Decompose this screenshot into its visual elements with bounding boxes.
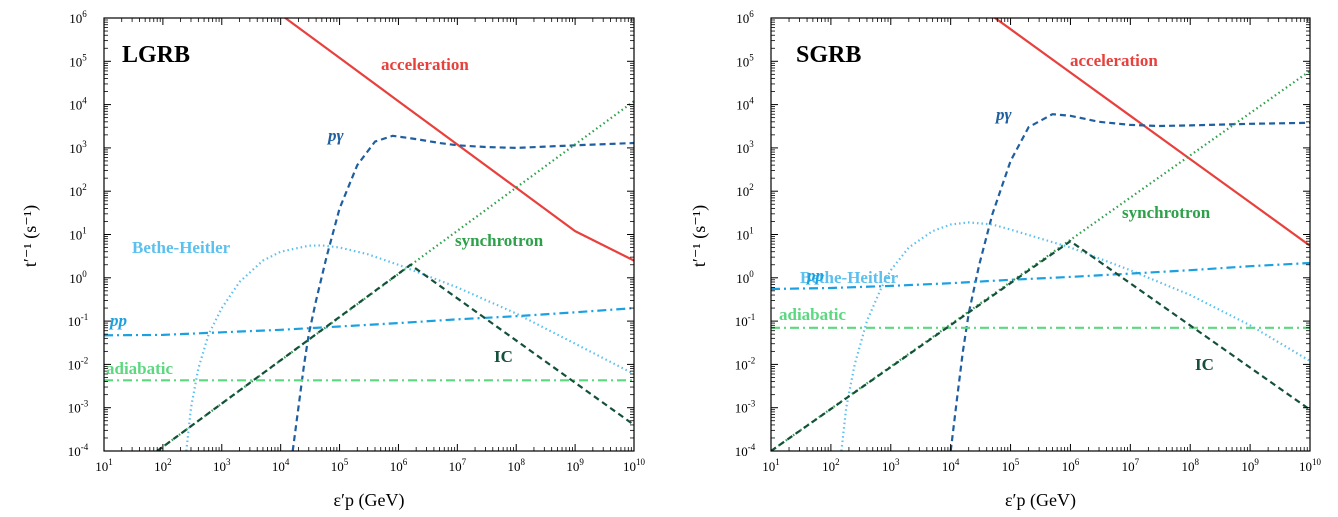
y-tick-label: 101	[69, 226, 87, 243]
x-tick-label: 106	[1062, 457, 1080, 474]
x-tick-label: 103	[882, 457, 900, 474]
x-tick-label: 101	[762, 457, 780, 474]
y-tick-label: 10-1	[68, 312, 89, 329]
y-axis: 10-4 10-3 10-2 10-1 100 101 102 103 104 105 106	[68, 9, 634, 459]
x-tick-label: 102	[154, 457, 172, 474]
panel-sgrb: 101 102 103 104 105 106 107 108 109 101010-410-31…	[689, 9, 1322, 511]
x-tick-label: 104	[942, 457, 960, 474]
panel-label: LGRB	[122, 42, 190, 68]
panel-label: SGRB	[796, 42, 861, 68]
curve-label-synchrotron: synchrotron	[455, 231, 544, 250]
curve-label-adiabatic: adiabatic	[106, 359, 174, 378]
y-tick-label: 10-3	[68, 399, 89, 416]
series-bethe-heitler-line	[840, 221, 1310, 451]
curve-label-ic: IC	[1195, 355, 1214, 374]
panel-lgrb: 101 102 103 104 105 106 107 108 109 101010-410-31…	[20, 9, 646, 511]
x-tick-label: 106	[390, 457, 408, 474]
x-tick-label: 108	[507, 457, 525, 474]
series-p--line	[949, 113, 1310, 451]
x-tick-label: 105	[1002, 457, 1020, 474]
x-tick-label: 107	[1122, 457, 1140, 474]
plot-frame	[770, 17, 1311, 452]
series-acceleration-line	[993, 18, 1310, 247]
series-pp-line	[771, 261, 1310, 291]
x-tick-label: 102	[822, 457, 840, 474]
y-tick-label: 10-2	[735, 355, 756, 372]
x-tick-label: 107	[449, 457, 467, 474]
curve-label-synchrotron: synchrotron	[1122, 203, 1211, 222]
curve-label-pp: pp	[108, 311, 127, 330]
curve-label-ic: IC	[494, 347, 513, 366]
series-synchrotron-line	[771, 70, 1310, 451]
x-tick-label: 104	[272, 457, 290, 474]
y-tick-label: 103	[736, 139, 754, 156]
series-acceleration-line	[283, 18, 634, 262]
x-tick-label: 105	[331, 457, 349, 474]
series-p--line	[291, 134, 634, 451]
y-tick-label: 104	[69, 96, 87, 113]
curve-label-p-: pγ	[994, 105, 1013, 124]
x-tick-label: 103	[213, 457, 231, 474]
y-tick-label: 103	[69, 139, 87, 156]
y-tick-label: 104	[736, 96, 754, 113]
y-tick-label: 102	[736, 182, 754, 199]
curve-label-p-: pγ	[326, 126, 345, 145]
x-tick-label: 109	[1241, 457, 1259, 474]
curve-label-acceleration: acceleration	[1070, 51, 1158, 70]
y-tick-label: 10-3	[735, 399, 756, 416]
x-tick-label: 1010	[623, 457, 646, 474]
y-axis-title: t′⁻¹ (s⁻¹)	[689, 205, 710, 267]
y-tick-label: 10-4	[68, 442, 89, 459]
x-tick-label: 109	[566, 457, 584, 474]
y-tick-label: 100	[736, 269, 754, 286]
series-group	[771, 18, 1310, 451]
x-axis-title: ε′p (GeV)	[334, 490, 405, 511]
series-bethe-heitler-line	[185, 244, 634, 451]
x-tick-label: 108	[1181, 457, 1199, 474]
y-tick-label: 10-1	[735, 312, 756, 329]
x-tick-label: 101	[95, 457, 113, 474]
series-ic-line	[156, 263, 634, 451]
series-pp-line	[104, 307, 634, 337]
y-tick-label: 10-2	[68, 355, 89, 372]
curve-label-pp: pp	[805, 266, 824, 285]
plot-frame	[103, 17, 635, 452]
series-ic-line	[771, 240, 1310, 451]
y-tick-label: 105	[736, 52, 754, 69]
y-tick-label: 100	[69, 269, 87, 286]
x-axis-title: ε′p (GeV)	[1005, 490, 1076, 511]
curve-label-bethe-heitler: Bethe-Heitler	[800, 268, 899, 287]
y-tick-label: 106	[736, 9, 754, 26]
y-tick-label: 106	[69, 9, 87, 26]
series-group	[104, 18, 634, 451]
curve-label-adiabatic: adiabatic	[779, 305, 847, 324]
y-tick-label: 105	[69, 52, 87, 69]
y-tick-label: 10-4	[735, 442, 756, 459]
y-axis: 10-4 10-3 10-2 10-1 100 101 102 103 104 105 106	[735, 9, 1310, 459]
y-axis-title: t′⁻¹ (s⁻¹)	[20, 205, 41, 267]
x-tick-label: 1010	[1299, 457, 1322, 474]
curve-label-bethe-heitler: Bethe-Heitler	[132, 238, 231, 257]
y-tick-label: 102	[69, 182, 87, 199]
y-tick-label: 101	[736, 226, 754, 243]
curve-label-acceleration: acceleration	[381, 55, 469, 74]
